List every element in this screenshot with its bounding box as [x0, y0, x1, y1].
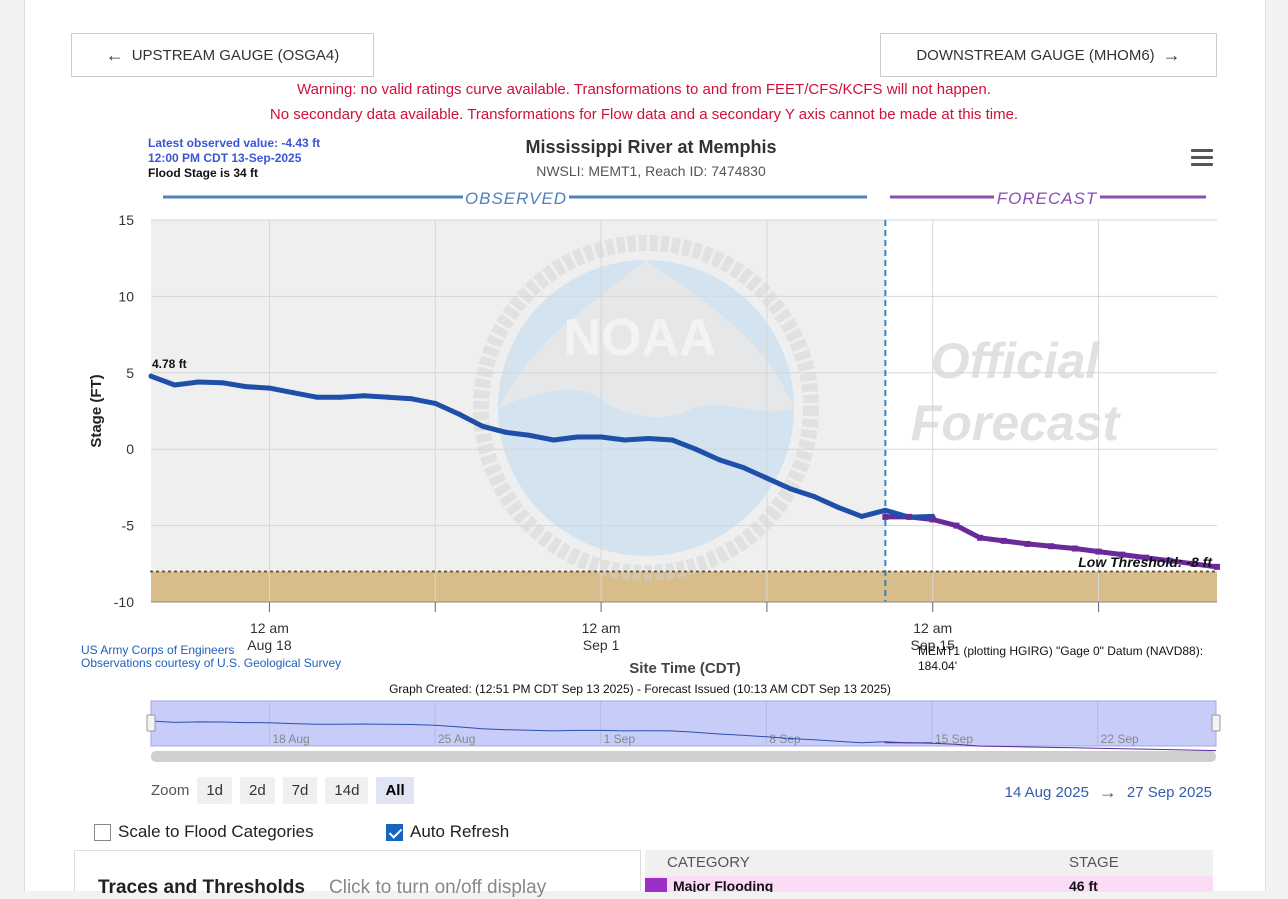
navigator-handle[interactable] — [1211, 714, 1221, 732]
major-flooding-swatch — [645, 878, 667, 892]
category-stage: 46 ft — [1069, 878, 1098, 892]
menu-bar — [1191, 156, 1213, 159]
zoom-controls: Zoom 1d 2d 7d 14d All — [151, 777, 414, 804]
navigator-handle[interactable] — [146, 714, 156, 732]
range-from-input[interactable]: 14 Aug 2025 — [1004, 784, 1089, 801]
secondary-data-warning: No secondary data available. Transformat… — [269, 106, 1019, 123]
category-table-header: CATEGORY STAGE — [645, 850, 1213, 876]
menu-bar — [1191, 149, 1213, 152]
arrow-left-icon: ← — [105, 45, 124, 65]
scale-flood-label: Scale to Flood Categories — [118, 822, 314, 841]
scale-flood-checkbox[interactable] — [94, 823, 111, 841]
flood-category-table: CATEGORY STAGE Major Flooding 46 ft — [645, 850, 1213, 892]
zoom-1d-button[interactable]: 1d — [197, 777, 233, 804]
range-to-input[interactable]: 27 Sep 2025 — [1126, 784, 1212, 801]
chart-menu-icon[interactable] — [1191, 149, 1213, 166]
date-range: 14 Aug 2025 → 27 Sep 2025 — [1005, 782, 1212, 803]
stage-column-header: STAGE — [1069, 854, 1119, 871]
arrow-right-icon: → — [1162, 45, 1181, 65]
zoom-7d-button[interactable]: 7d — [282, 777, 318, 804]
downstream-gauge-button[interactable]: DOWNSTREAM GAUGE (MHOM6) → — [880, 33, 1217, 77]
upstream-gauge-label: UPSTREAM GAUGE (OSGA4) — [131, 46, 340, 64]
zoom-label: Zoom — [151, 782, 190, 799]
category-column-header: CATEGORY — [667, 854, 750, 871]
zoom-all-button[interactable]: All — [376, 777, 414, 804]
category-name: Major Flooding — [673, 878, 774, 892]
scale-flood-option[interactable]: Scale to Flood Categories — [94, 822, 314, 842]
downstream-gauge-label: DOWNSTREAM GAUGE (MHOM6) — [916, 46, 1155, 64]
traces-subtitle: Click to turn on/off display — [329, 877, 547, 898]
menu-bar — [1191, 163, 1213, 166]
traces-panel: Traces and Thresholds Click to turn on/o… — [74, 850, 641, 898]
category-row-major[interactable]: Major Flooding 46 ft — [645, 876, 1213, 892]
navigator-scrollbar[interactable] — [151, 751, 1216, 762]
upstream-gauge-button[interactable]: ← UPSTREAM GAUGE (OSGA4) — [71, 33, 374, 77]
zoom-2d-button[interactable]: 2d — [240, 777, 275, 804]
auto-refresh-label: Auto Refresh — [410, 822, 510, 841]
auto-refresh-checkbox[interactable] — [386, 823, 403, 841]
range-arrow: → — [1098, 782, 1117, 802]
auto-refresh-option[interactable]: Auto Refresh — [386, 822, 509, 842]
traces-title: Traces and Thresholds — [98, 877, 305, 898]
ratings-warning: Warning: no valid ratings curve availabl… — [297, 81, 991, 98]
zoom-14d-button[interactable]: 14d — [325, 777, 369, 804]
